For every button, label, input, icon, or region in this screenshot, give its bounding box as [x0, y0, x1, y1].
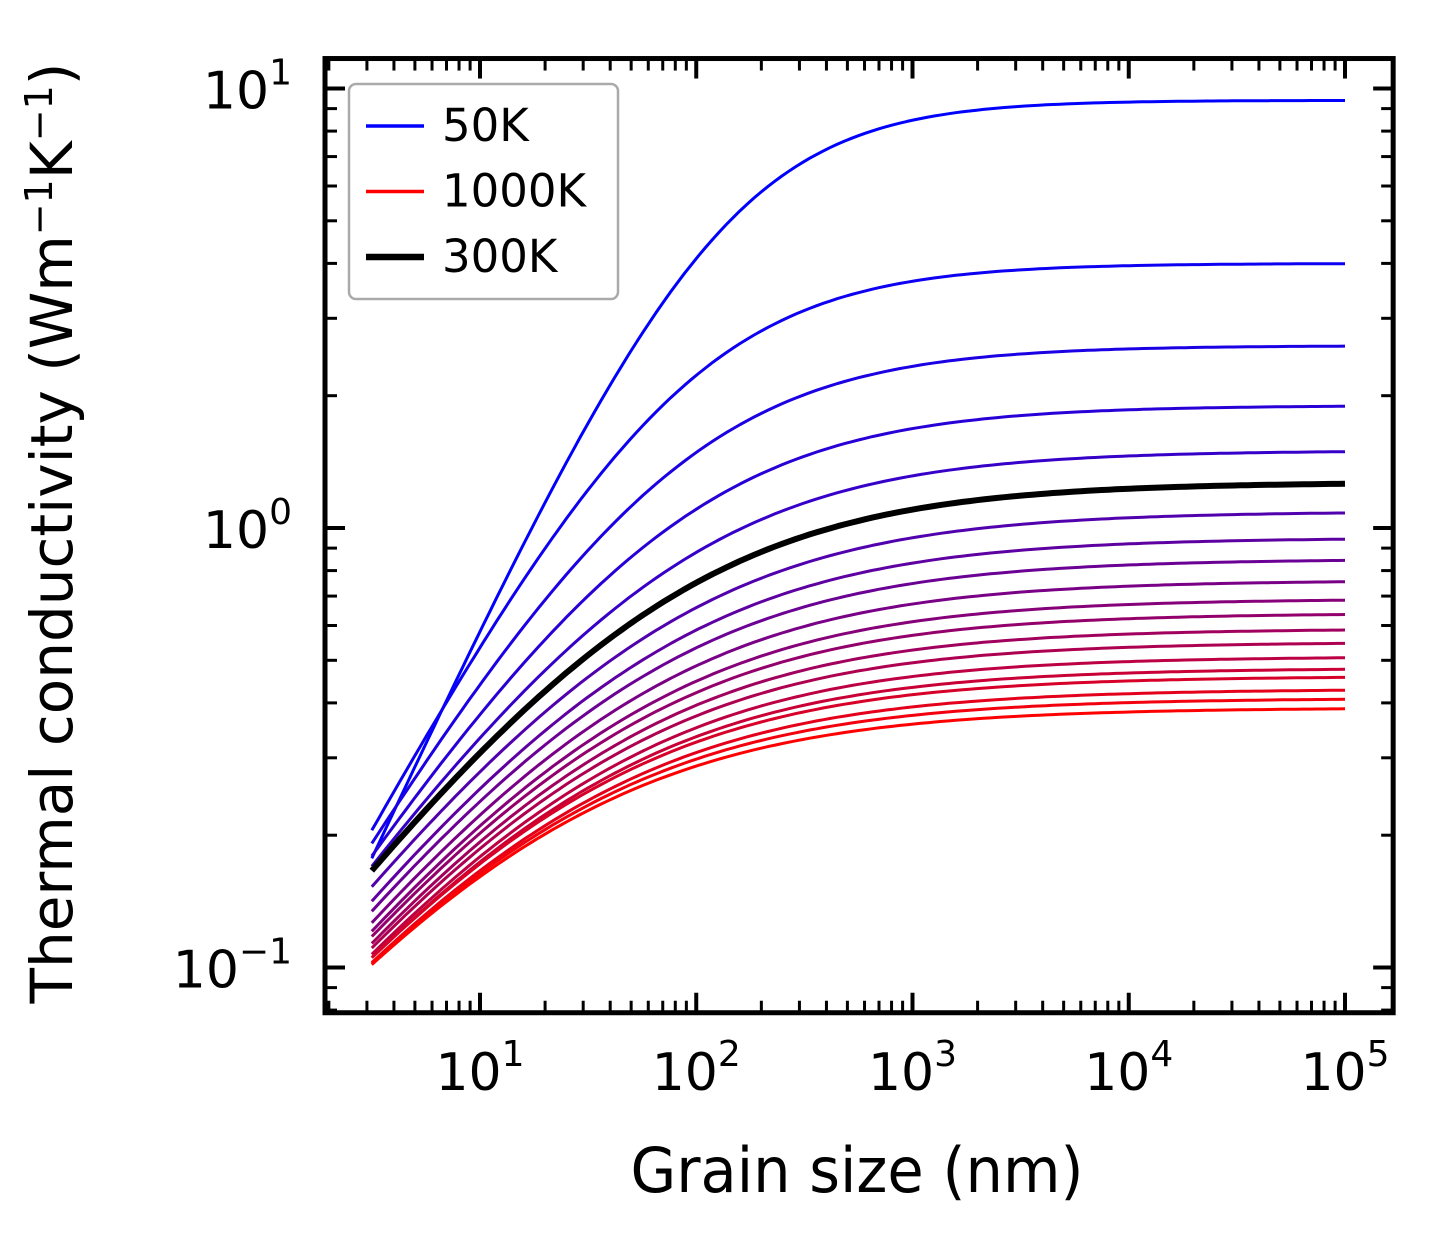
curve-50K — [370, 99, 1345, 859]
curve-500K — [370, 580, 1346, 924]
x-tick-label: 103 — [868, 1034, 957, 1103]
curve-350K — [370, 511, 1345, 888]
curve-300K — [369, 480, 1346, 873]
legend: 50K 1000K 300K — [347, 82, 620, 301]
legend-label-300k: 300K — [442, 230, 559, 283]
x-tick-label: 102 — [652, 1034, 741, 1103]
curve-850K — [370, 675, 1345, 959]
legend-label-1000k: 1000K — [442, 165, 588, 218]
curve-750K — [370, 656, 1345, 956]
curve-200K — [370, 404, 1345, 857]
x-axis-title: Grain size (nm) — [631, 1134, 1084, 1207]
curve-900K — [370, 688, 1346, 964]
curve-800K — [370, 667, 1346, 959]
axes-layer: 101 102 103 104 105 101 100 10−1 — [173, 53, 1396, 1103]
y-axis-title: Thermal conductivity (Wm−1K−1) — [17, 63, 86, 1005]
curve-550K — [370, 598, 1345, 933]
y-tick-label: 100 — [203, 492, 292, 561]
legend-label-50k: 50K — [442, 99, 530, 152]
curve-700K — [370, 641, 1345, 950]
plot-spines — [322, 56, 1396, 1016]
curve-400K — [370, 537, 1346, 903]
curves-layer — [369, 99, 1346, 966]
x-tick-label: 105 — [1300, 1034, 1389, 1103]
curve-950K — [370, 697, 1346, 965]
curve-100K — [370, 262, 1345, 832]
x-tick-label: 104 — [1084, 1034, 1173, 1103]
y-tick-label: 10−1 — [173, 932, 292, 1001]
curve-450K — [370, 558, 1346, 913]
curve-600K — [370, 613, 1346, 938]
curve-150K — [370, 344, 1346, 845]
legend-box — [347, 82, 620, 301]
curve-1000K — [370, 707, 1346, 966]
curve-650K — [370, 628, 1346, 945]
x-tick-label: 101 — [435, 1034, 524, 1103]
y-tick-label: 101 — [203, 53, 292, 122]
curve-250K — [370, 450, 1346, 868]
